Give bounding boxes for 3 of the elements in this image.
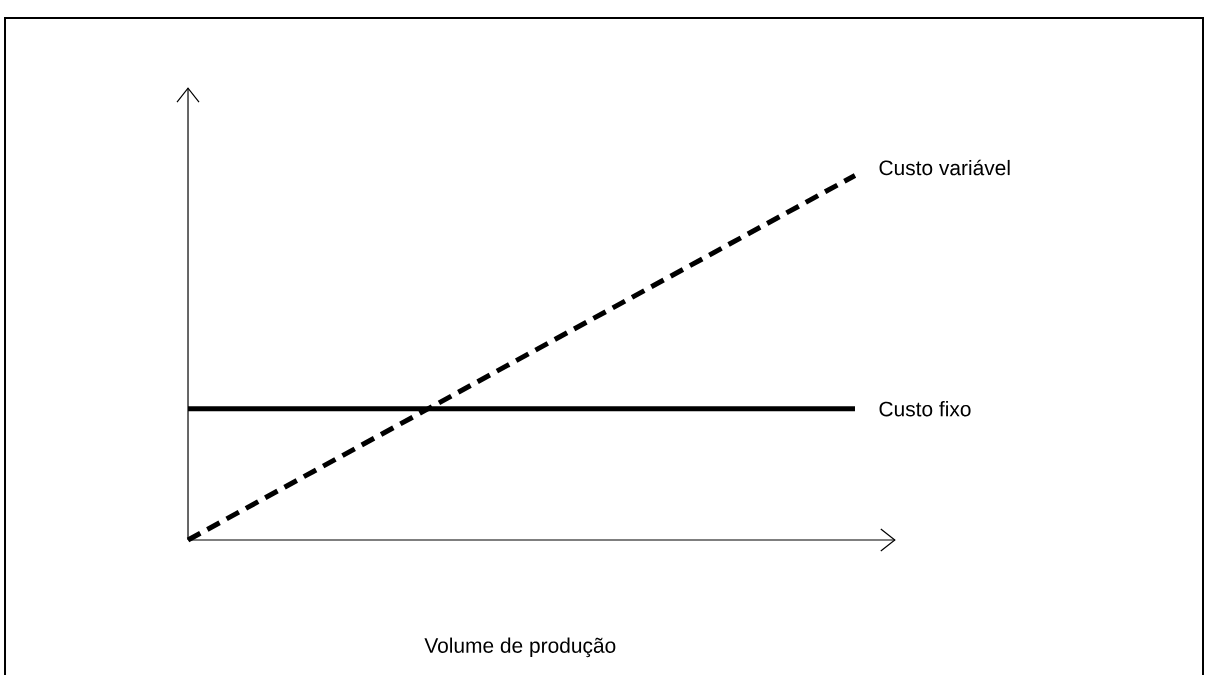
series-label: Custo fixo — [879, 401, 971, 417]
series-label: Custo variável — [879, 159, 1010, 176]
x-axis-title: Volume de produção — [424, 637, 616, 658]
